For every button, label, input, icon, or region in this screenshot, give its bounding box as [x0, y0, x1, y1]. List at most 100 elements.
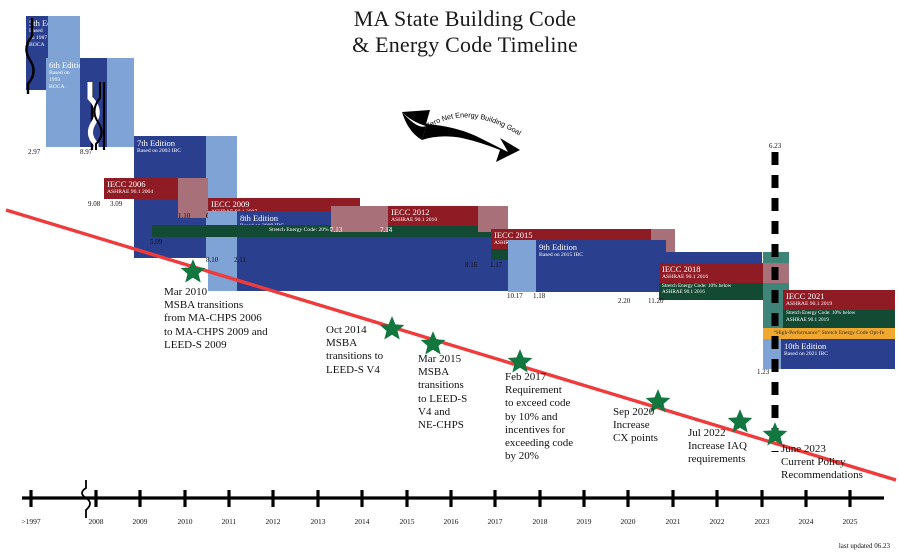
code-bar-9th-edition-light — [508, 240, 536, 292]
milestone-annotation-mar-2010: Mar 2010 MSBA transitions from MA-CHPS 2… — [164, 286, 268, 351]
date-label: 1.23 — [757, 368, 770, 376]
title-line-1: MA State Building Code — [353, 6, 577, 31]
code-bar-10th-edition: 10th Edition Based on 2021 IBC — [781, 339, 895, 369]
axis-year-label: 2010 — [177, 517, 193, 526]
code-bar-title: 9th Edition — [539, 242, 578, 252]
iecc-bar-2018: IECC 2018 ASHRAE 90.1 2016 — [659, 263, 763, 283]
axis-year-label: 2020 — [620, 517, 636, 526]
milestone-star-icon — [727, 409, 753, 433]
stretch-bar-label: Stretch Energy Code: 10% below ASHRAE 90… — [662, 283, 732, 296]
iecc-bar-sub: ASHRAE 90.1 2019 — [786, 301, 833, 307]
milestone-annotation-feb-2017: Feb 2017 Requirement to exceed code by 1… — [505, 371, 574, 463]
code-bar-title: 6th Edition — [49, 60, 80, 70]
milestone-star-icon — [507, 349, 533, 373]
milestone-annotation-june-2023: June 2023 Current Policy Recommendations — [781, 443, 863, 482]
axis-year-label: 2012 — [265, 517, 281, 526]
axis-year-label: 2024 — [798, 517, 814, 526]
stretch-bar-2009: Stretch Energy Code: 20% below ASHRAE 90… — [152, 225, 508, 237]
code-bar-sub: Based on 1993 BOCA — [49, 70, 70, 90]
date-label: 2.11 — [234, 256, 246, 264]
milestone-annotation-sep-2020: Sep 2020 Increase CX points — [613, 406, 658, 445]
stretch-bar-2018: Stretch Energy Code: 10% below ASHRAE 90… — [659, 283, 763, 300]
iecc-bar-sub: ASHRAE 90.1 2016 — [662, 274, 709, 280]
date-label: 11.20 — [648, 297, 664, 305]
page-title: MA State Building Code & Energy Code Tim… — [300, 6, 630, 58]
date-label: 7.14 — [380, 226, 393, 234]
axis-break-icon — [81, 480, 91, 518]
code-bar-7th-edition-light — [107, 58, 134, 147]
code-bar-9th-edition: 9th Edition Based on 2015 IBC — [536, 240, 666, 292]
date-label: 5.09 — [150, 238, 163, 246]
iecc-bar-title: IECC 2015 — [494, 230, 533, 240]
axis-year-label: 2015 — [399, 517, 415, 526]
axis-year-label: 2014 — [354, 517, 370, 526]
axis-year-label: 2019 — [576, 517, 592, 526]
code-bar-title: 7th Edition — [137, 138, 176, 148]
code-bar-sub: Based on 2021 IBC — [784, 351, 828, 357]
timeline-axis — [22, 480, 884, 518]
last-updated-label: last updated 06.23 — [838, 542, 890, 550]
axis-year-label: 2016 — [443, 517, 459, 526]
axis-year-label: 2022 — [709, 517, 725, 526]
code-bar-title: 10th Edition — [784, 341, 827, 351]
axis-year-label: 2011 — [221, 517, 237, 526]
date-label: 9.08 — [88, 200, 101, 208]
date-label: 1.10 — [178, 212, 191, 220]
date-label: 3.09 — [110, 200, 123, 208]
milestone-star-icon — [180, 259, 206, 283]
iecc-bar-title: IECC 2009 — [211, 199, 250, 209]
date-label: 1.17 — [490, 261, 503, 269]
date-label: 2.20 — [618, 297, 631, 305]
axis-year-label: 2008 — [88, 517, 104, 526]
axis-year-label: 2018 — [532, 517, 548, 526]
date-label: 1.18 — [533, 292, 546, 300]
iecc-overlap-2012-2015 — [478, 206, 508, 232]
axis-year-label: 2023 — [754, 517, 770, 526]
iecc-overlap-2009-2012 — [331, 206, 388, 232]
date-label: 7.13 — [330, 226, 343, 234]
stretch-bar-label: Stretch Energy Code: 10% below ASHRAE 90… — [786, 310, 856, 323]
high-performance-stretch-bar: “High-Performance” Stretch Energy Code O… — [763, 328, 895, 339]
milestone-star-icon — [420, 331, 446, 355]
code-bar-title: 8th Edition — [240, 213, 279, 223]
iecc-bar-sub: ASHRAE 90.1 2004 — [107, 189, 154, 195]
axis-year-label: 2021 — [665, 517, 681, 526]
milestone-annotation-oct-2014: Oct 2014 MSBA transitions to LEED-S V4 — [326, 324, 384, 376]
iecc-bar-title: IECC 2012 — [391, 207, 430, 217]
date-label-6-23: 6.23 — [769, 142, 782, 150]
axis-year-label: 2009 — [132, 517, 148, 526]
current-date-marker — [771, 152, 779, 452]
iecc-bar-title: IECC 2021 — [786, 291, 825, 301]
iecc-overlap-2006-2009 — [178, 178, 208, 218]
milestone-annotation-jul-2022: Jul 2022 Increase IAQ requirements — [688, 427, 747, 466]
stretch-bar-label: Stretch Energy Code: 20% below ASHRAE 90… — [268, 227, 392, 233]
date-label: 8.16 — [465, 261, 478, 269]
axis-year-label: 2017 — [487, 517, 503, 526]
hp-stretch-label: “High-Performance” Stretch Energy Code O… — [773, 330, 885, 336]
code-bar-sub: Based on 2015 IBC — [539, 252, 583, 258]
energy-reduction-trend-line — [5, 208, 897, 482]
date-label: 10.17 — [507, 292, 523, 300]
axis-break-icon — [87, 82, 106, 150]
milestone-star-icon — [379, 316, 405, 340]
iecc-bar-sub: ASHRAE 90.1 2010 — [391, 217, 438, 223]
milestone-star-icon — [762, 422, 788, 446]
iecc-bar-title: IECC 2018 — [662, 264, 701, 274]
code-bar-sub: Based on 2003 IBC — [137, 148, 181, 154]
axis-year-label: 2025 — [842, 517, 858, 526]
code-bar-6th-edition: 6th Edition Based on 1993 BOCA — [46, 58, 80, 147]
zero-net-energy-arrow: Zero Net Energy Building Goal — [402, 110, 523, 162]
iecc-bar-title: IECC 2006 — [107, 179, 146, 189]
date-label: 8.97 — [80, 148, 93, 156]
code-bar-title: 5th Edition — [29, 18, 48, 28]
iecc-bar-2012: IECC 2012 ASHRAE 90.1 2010 — [388, 206, 496, 226]
iecc-bar-2021: IECC 2021 ASHRAE 90.1 2019 — [783, 290, 895, 310]
milestone-star-icon — [645, 389, 671, 413]
axis-year-label: 2013 — [310, 517, 326, 526]
title-line-2: & Energy Code Timeline — [352, 32, 578, 57]
milestone-annotation-mar-2015: Mar 2015 MSBA transitions to LEED-S V4 a… — [418, 353, 468, 432]
axis-break-icon — [25, 18, 35, 94]
axis-year-label: >1997 — [21, 517, 41, 526]
stretch-bar-2021: Stretch Energy Code: 10% below ASHRAE 90… — [783, 310, 895, 328]
date-label: 2.97 — [28, 148, 41, 156]
